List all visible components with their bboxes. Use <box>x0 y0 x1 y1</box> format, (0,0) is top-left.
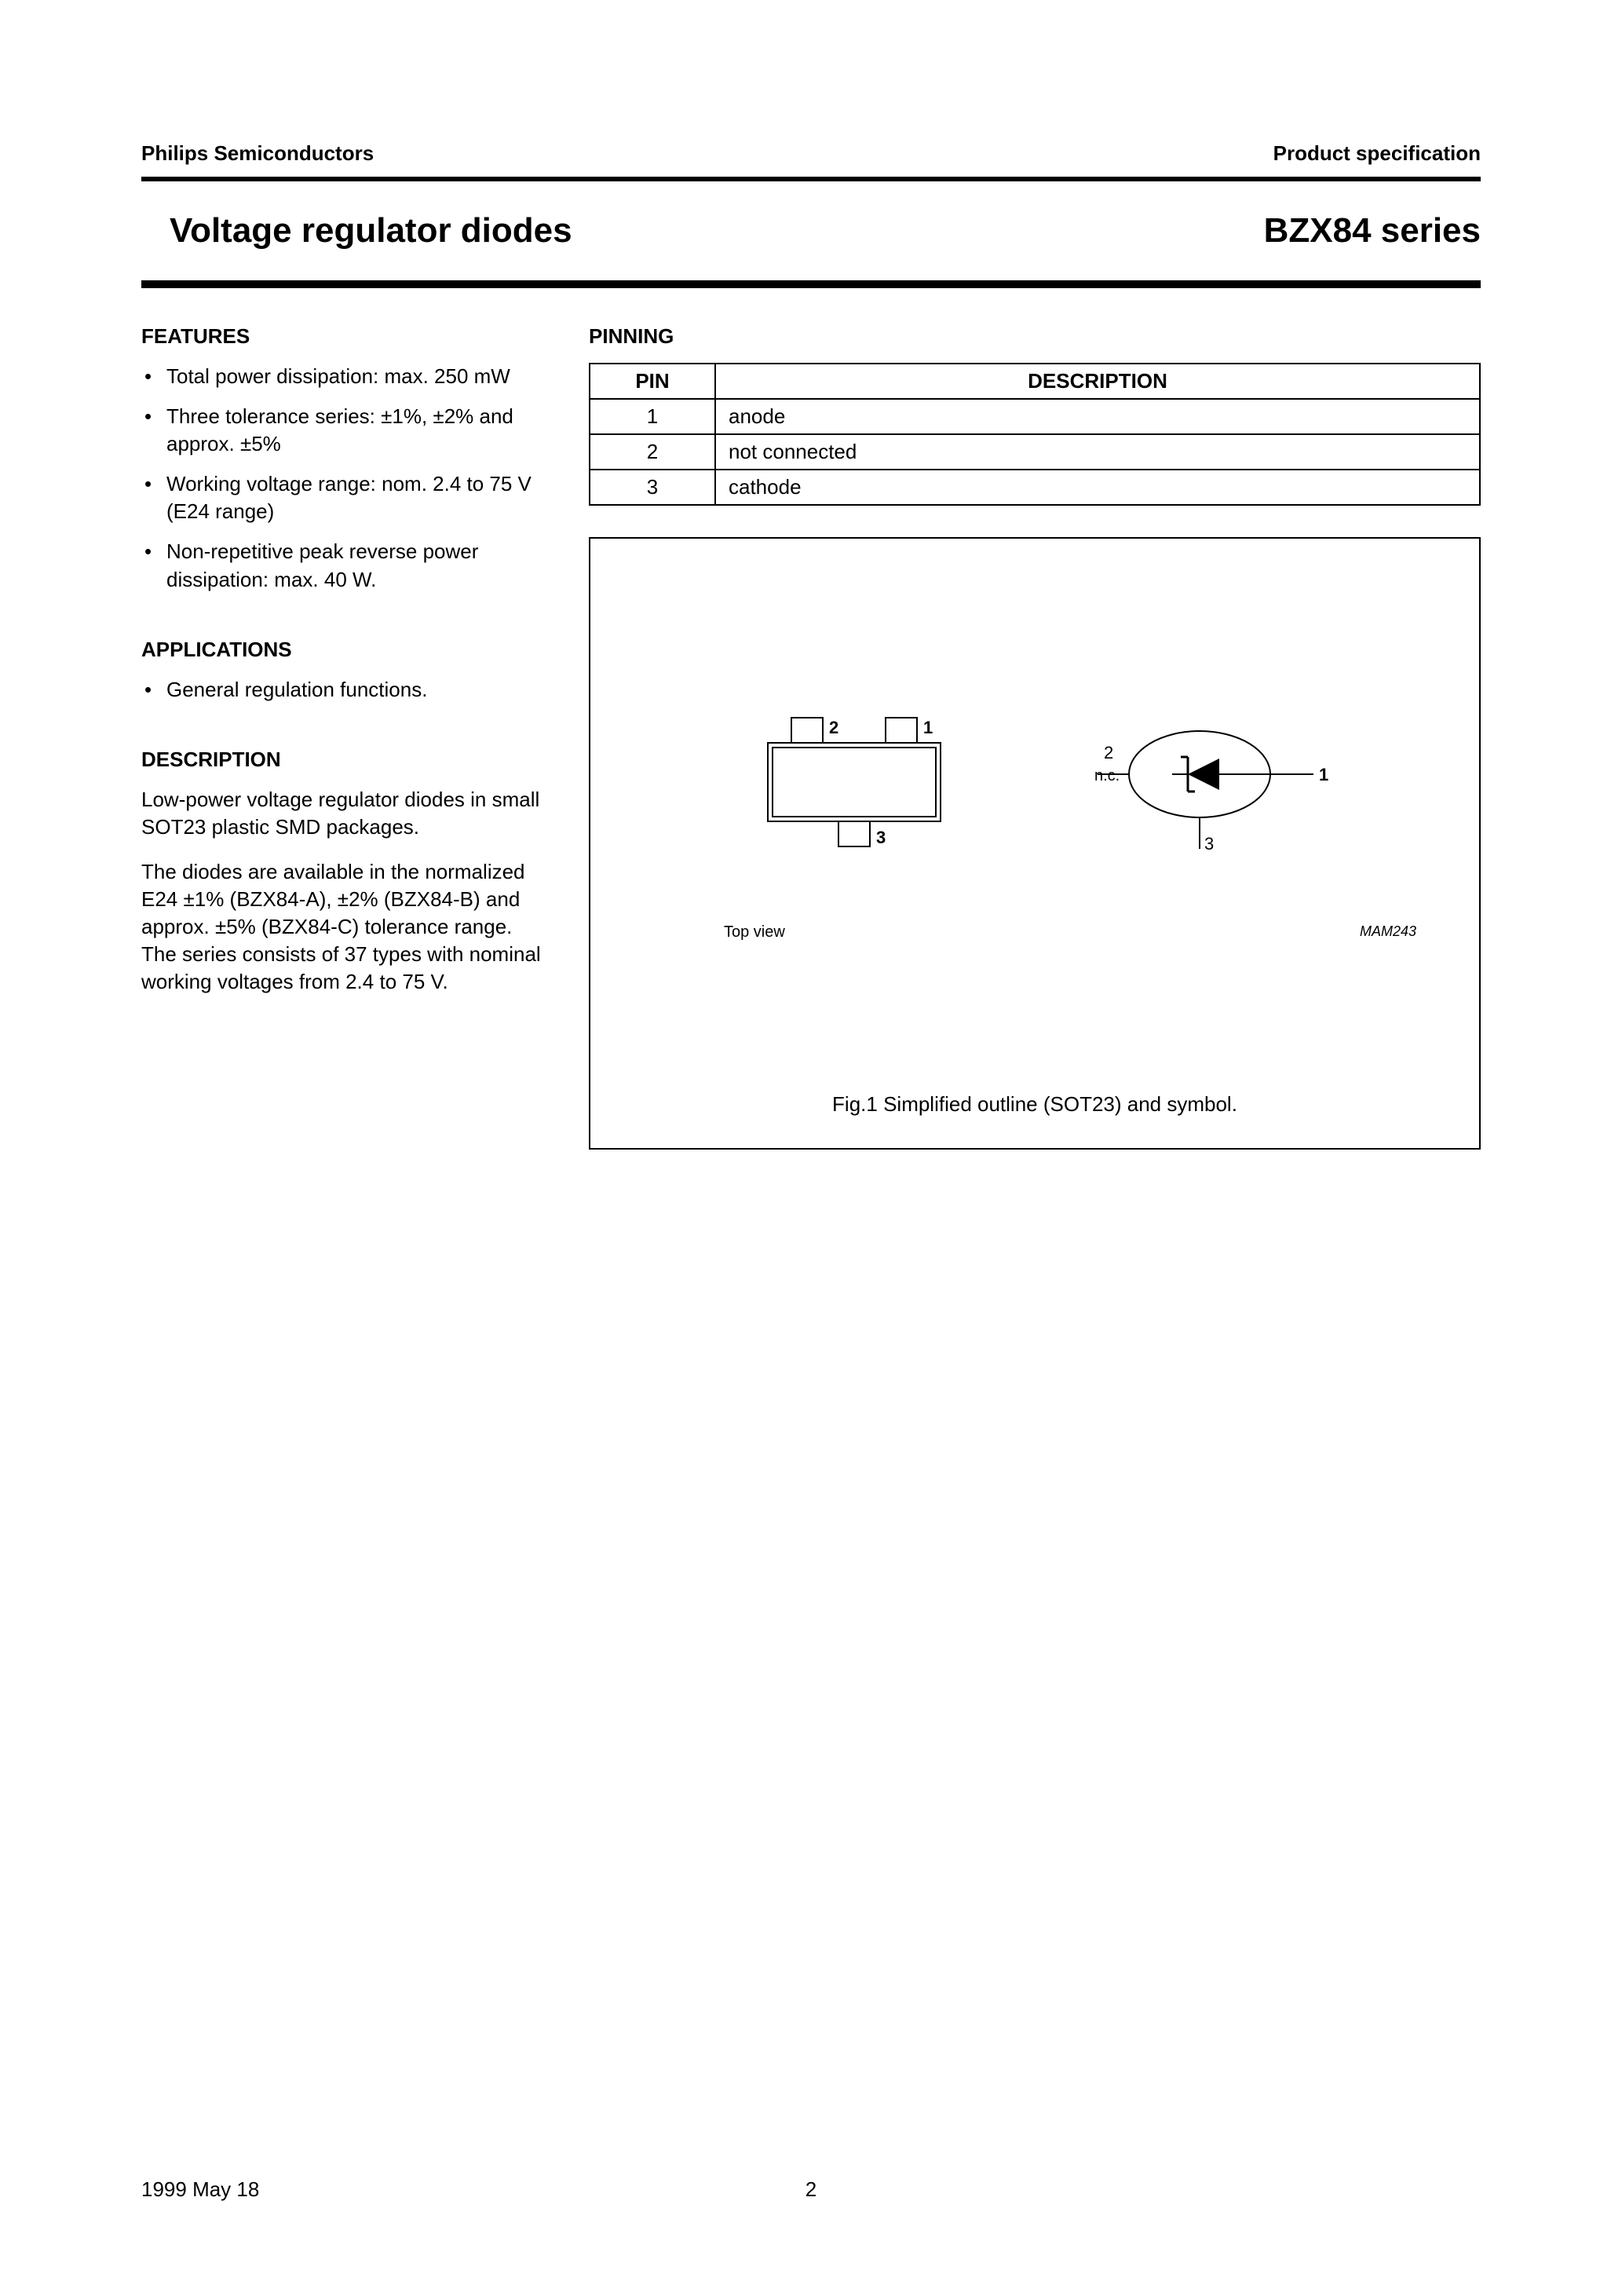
pinning-table: PIN DESCRIPTION 1 anode 2 not connected … <box>589 363 1481 506</box>
company-label: Philips Semiconductors <box>141 141 374 166</box>
features-heading: FEATURES <box>141 324 550 349</box>
description-para: The diodes are available in the normaliz… <box>141 858 550 996</box>
col-description: DESCRIPTION <box>715 364 1480 399</box>
footer: 1999 May 18 2 <box>141 2177 1481 2202</box>
title-row: Voltage regulator diodes BZX84 series <box>141 181 1481 280</box>
left-column: FEATURES Total power dissipation: max. 2… <box>141 324 550 1150</box>
footer-page: 2 <box>806 2177 816 2202</box>
applications-list: General regulation functions. <box>141 676 550 704</box>
pinning-heading: PINNING <box>589 324 1481 349</box>
cell-desc: cathode <box>715 470 1480 505</box>
feature-item: Three tolerance series: ±1%, ±2% and app… <box>144 403 550 458</box>
application-item: General regulation functions. <box>144 676 550 704</box>
feature-item: Total power dissipation: max. 250 mW <box>144 363 550 390</box>
svg-text:2: 2 <box>829 718 838 737</box>
description-para: Low-power voltage regulator diodes in sm… <box>141 786 550 841</box>
figure-caption: Fig.1 Simplified outline (SOT23) and sym… <box>590 1092 1479 1117</box>
svg-text:1: 1 <box>923 718 933 737</box>
figure-drawing: 2 1 3 <box>590 680 1479 884</box>
cell-desc: anode <box>715 399 1480 434</box>
table-row: 1 anode <box>590 399 1480 434</box>
cell-pin: 2 <box>590 434 715 470</box>
table-row: 3 cathode <box>590 470 1480 505</box>
svg-text:n.c.: n.c. <box>1094 767 1120 784</box>
table-header-row: PIN DESCRIPTION <box>590 364 1480 399</box>
svg-text:2: 2 <box>1104 743 1113 762</box>
series-title: BZX84 series <box>1264 211 1481 250</box>
page-title: Voltage regulator diodes <box>170 211 572 250</box>
footer-date: 1999 May 18 <box>141 2177 259 2202</box>
applications-heading: APPLICATIONS <box>141 638 550 662</box>
col-pin: PIN <box>590 364 715 399</box>
cell-pin: 3 <box>590 470 715 505</box>
svg-text:3: 3 <box>876 828 886 847</box>
diode-symbol-icon: 2 n.c. 1 3 <box>1082 680 1333 884</box>
figure-box: 2 1 3 <box>589 537 1481 1150</box>
sot23-outline-icon: 2 1 3 <box>736 680 972 884</box>
table-row: 2 not connected <box>590 434 1480 470</box>
title-rule <box>141 280 1481 288</box>
content-area: FEATURES Total power dissipation: max. 2… <box>141 288 1481 1150</box>
feature-item: Working voltage range: nom. 2.4 to 75 V … <box>144 470 550 525</box>
topview-label: Top view <box>724 923 785 941</box>
features-list: Total power dissipation: max. 250 mW Thr… <box>141 363 550 594</box>
svg-text:3: 3 <box>1204 834 1214 854</box>
header-row: Philips Semiconductors Product specifica… <box>141 141 1481 166</box>
cell-pin: 1 <box>590 399 715 434</box>
right-column: PINNING PIN DESCRIPTION 1 anode 2 not co… <box>589 324 1481 1150</box>
figure-code-label: MAM243 <box>1360 923 1416 940</box>
description-heading: DESCRIPTION <box>141 748 550 772</box>
feature-item: Non-repetitive peak reverse power dissip… <box>144 538 550 593</box>
cell-desc: not connected <box>715 434 1480 470</box>
doctype-label: Product specification <box>1273 141 1481 166</box>
svg-text:1: 1 <box>1319 765 1328 784</box>
